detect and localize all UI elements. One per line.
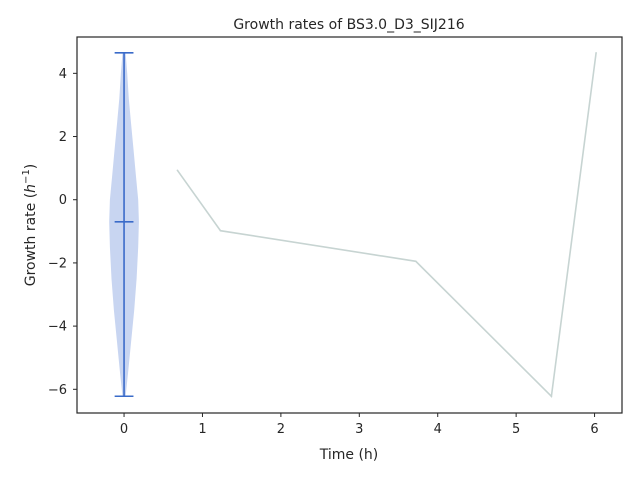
y-tick-label: 0 bbox=[59, 193, 67, 208]
data-point bbox=[595, 52, 597, 54]
y-axis: −6 −4 −2 0 2 4 bbox=[48, 67, 77, 398]
y-tick-label: −6 bbox=[48, 383, 67, 398]
data-point bbox=[219, 229, 222, 232]
y-tick-label: −2 bbox=[48, 256, 67, 271]
y-tick-label: −4 bbox=[48, 320, 67, 335]
y-tick-label: 2 bbox=[59, 130, 67, 145]
y-axis-title-exponent: −1 bbox=[21, 169, 32, 184]
x-axis-title: Time (h) bbox=[319, 447, 379, 463]
x-tick-label: 4 bbox=[434, 422, 442, 437]
plot-area bbox=[109, 51, 597, 399]
data-point bbox=[415, 260, 417, 263]
y-tick-label: 4 bbox=[59, 67, 67, 82]
chart-title: Growth rates of BS3.0_D3_SIJ216 bbox=[233, 17, 464, 33]
data-point bbox=[550, 395, 553, 398]
x-tick-label: 0 bbox=[120, 422, 128, 437]
data-point bbox=[176, 169, 179, 172]
y-axis-title: Growth rate (h−1) bbox=[21, 164, 39, 287]
y-axis-title-suffix: ) bbox=[23, 164, 39, 169]
x-tick-label: 6 bbox=[590, 422, 598, 437]
x-axis: 0 1 2 3 4 5 6 bbox=[120, 413, 599, 437]
series-line-0 bbox=[176, 52, 597, 399]
x-tick-label: 2 bbox=[277, 422, 285, 437]
axes-frame bbox=[76, 36, 623, 414]
x-tick-label: 3 bbox=[355, 422, 363, 437]
y-axis-title-symbol: h bbox=[23, 184, 39, 193]
x-tick-label: 5 bbox=[512, 422, 520, 437]
y-axis-title-prefix: Growth rate ( bbox=[23, 193, 39, 286]
x-tick-label: 1 bbox=[198, 422, 206, 437]
